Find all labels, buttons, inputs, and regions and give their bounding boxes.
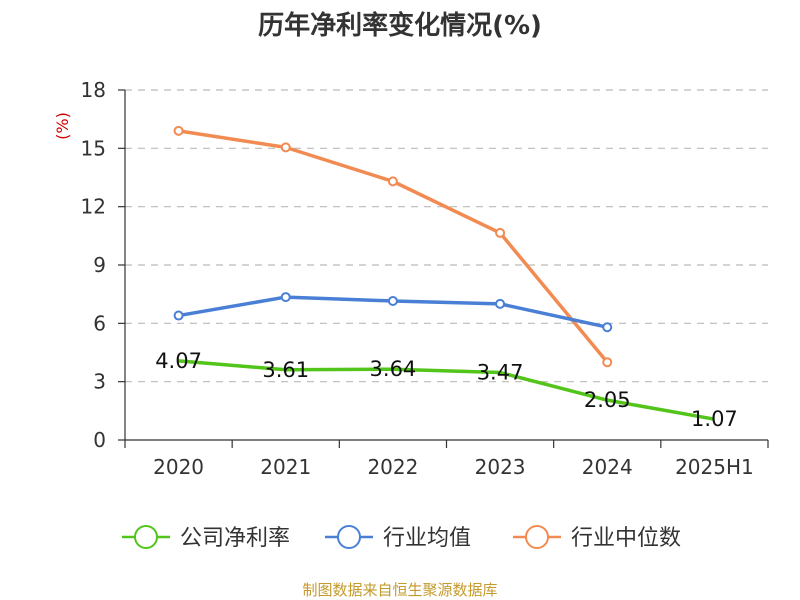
data-label: 2.05 (584, 388, 631, 412)
source-note: 制图数据来自恒生聚源数据库 (302, 581, 497, 599)
data-point (387, 295, 398, 306)
data-point (495, 227, 506, 238)
data-point (173, 125, 184, 136)
series-industry-average (173, 292, 613, 333)
data-point (602, 322, 613, 333)
y-axis-unit: (%) (53, 112, 72, 140)
data-point (280, 142, 291, 153)
chart-title: 历年净利率变化情况(%) (258, 10, 542, 41)
grid-lines (125, 89, 768, 383)
x-tick-label: 2022 (367, 455, 418, 479)
data-point (495, 298, 506, 309)
legend-marker (134, 525, 158, 549)
series-line (178, 129, 609, 364)
legend-item[interactable]: 公司净利率 (122, 525, 290, 551)
x-tick-label: 2024 (582, 455, 633, 479)
data-label: 3.61 (262, 358, 309, 382)
data-point (280, 292, 291, 303)
legend-marker (337, 525, 361, 549)
legend-item[interactable]: 行业均值 (325, 525, 471, 551)
y-tick-label: 6 (93, 311, 106, 335)
data-label: 1.07 (691, 407, 738, 431)
axes: 0 3 6 9 12 15 18 2020 2021 2022 2023 2024 2025H1 (81, 78, 769, 479)
series-company-net-margin (178, 359, 715, 421)
y-tick-label: 9 (93, 253, 106, 277)
series-line (178, 359, 715, 421)
data-label: 3.47 (477, 361, 524, 385)
y-tick-label: 18 (81, 78, 106, 102)
x-tick-label: 2021 (260, 455, 311, 479)
legend-item[interactable]: 行业中位数 (513, 525, 681, 551)
y-tick-label: 12 (81, 195, 106, 219)
legend-label: 公司净利率 (180, 526, 290, 551)
data-point (173, 310, 184, 321)
y-tick-label: 15 (81, 136, 106, 160)
y-tick-label: 3 (93, 370, 106, 394)
series-lines (173, 125, 715, 421)
x-tick-label: 2023 (475, 455, 526, 479)
y-tick-label: 0 (93, 428, 106, 452)
data-point (387, 176, 398, 187)
data-point (602, 357, 613, 368)
x-tick-label: 2025H1 (675, 455, 754, 479)
legend: 公司净利率 行业均值 行业中位数 (122, 525, 681, 551)
data-labels: 4.07 3.61 3.64 3.47 2.05 1.07 (155, 349, 738, 431)
legend-label: 行业中位数 (571, 526, 681, 551)
legend-marker (525, 525, 549, 549)
data-label: 4.07 (155, 349, 202, 373)
data-label: 3.64 (370, 357, 417, 381)
legend-label: 行业均值 (383, 526, 471, 551)
x-tick-label: 2020 (153, 455, 204, 479)
series-industry-median (173, 125, 613, 368)
